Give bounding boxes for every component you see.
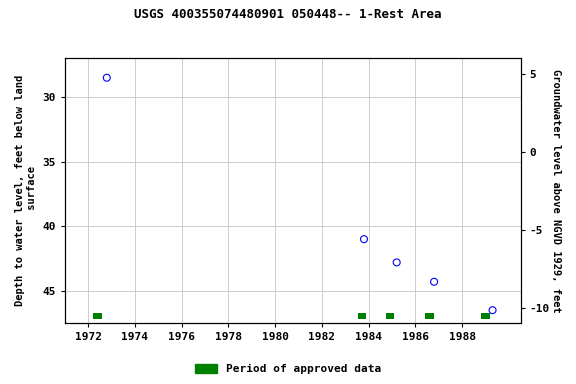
Bar (385, 313, 394, 319)
Bar (358, 313, 366, 319)
Bar (425, 313, 434, 319)
Y-axis label: Groundwater level above NGVD 1929, feet: Groundwater level above NGVD 1929, feet (551, 69, 561, 313)
Legend: Period of approved data: Period of approved data (191, 359, 385, 379)
Point (430, 279, 439, 285)
Point (392, 259, 401, 265)
Point (102, 74, 111, 81)
Bar (93, 313, 101, 319)
Bar (482, 313, 490, 319)
Text: USGS 400355074480901 050448-- 1-Rest Area: USGS 400355074480901 050448-- 1-Rest Are… (134, 8, 442, 21)
Y-axis label: Depth to water level, feet below land
 surface: Depth to water level, feet below land su… (15, 75, 37, 306)
Point (359, 236, 369, 242)
Point (488, 307, 497, 313)
